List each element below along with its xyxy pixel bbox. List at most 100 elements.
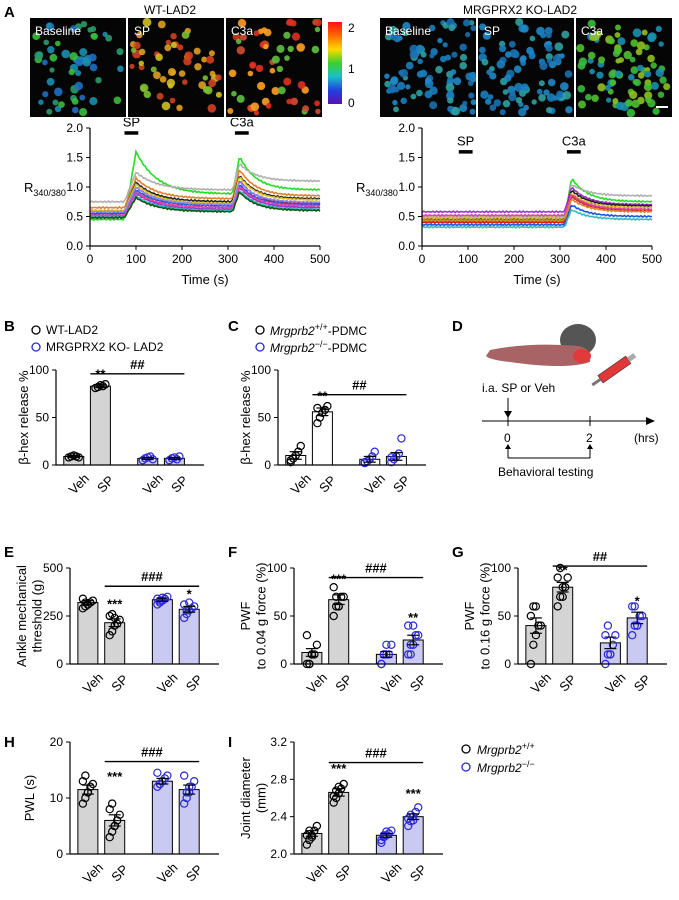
cell xyxy=(459,43,467,51)
x-tick-label: 200 xyxy=(172,252,192,266)
data-point xyxy=(555,563,565,573)
cell xyxy=(236,46,245,55)
data-point xyxy=(403,621,413,630)
data-point xyxy=(379,650,389,659)
data-point xyxy=(536,621,546,630)
testing-bracket xyxy=(507,446,591,459)
y-axis-label-line: to 0.16 g force (%) xyxy=(478,563,493,670)
stimulus-bar xyxy=(234,131,249,135)
category-label: Veh xyxy=(154,670,180,696)
category-label: Veh xyxy=(304,670,330,696)
frame-divider xyxy=(126,18,128,117)
cell xyxy=(538,94,546,102)
cell xyxy=(38,99,44,105)
y-tick-label: 0 xyxy=(56,847,63,861)
data-point xyxy=(408,812,418,821)
y-axis-label: PWFto 0.16 g force (%) xyxy=(462,563,493,670)
cell xyxy=(143,90,151,99)
significance-mark: *** xyxy=(406,786,422,801)
cell xyxy=(201,56,208,63)
cell xyxy=(416,44,424,53)
cell xyxy=(164,44,172,52)
data-point xyxy=(323,401,332,411)
x-axis-label: Time (s) xyxy=(181,272,228,287)
bar xyxy=(151,599,173,665)
cell xyxy=(249,63,256,69)
cell xyxy=(552,54,562,64)
cell xyxy=(468,92,475,99)
cell xyxy=(193,47,201,55)
cell xyxy=(276,65,284,73)
stimulus-label: C3a xyxy=(562,134,587,149)
cell xyxy=(628,74,635,81)
legend-label: Mrgprb2+/+ xyxy=(477,741,535,757)
timeline-unit: (hrs) xyxy=(634,431,659,445)
data-point xyxy=(382,831,391,840)
cell xyxy=(437,37,443,44)
cell xyxy=(402,22,411,31)
cell xyxy=(250,102,260,111)
cell xyxy=(564,70,573,78)
cell xyxy=(612,98,619,104)
y-tick-label: 50 xyxy=(258,411,272,425)
comparison-mark: ### xyxy=(365,746,387,761)
category-label: Veh xyxy=(362,471,388,497)
gene-name: Mrgprb2 xyxy=(270,323,315,338)
cell xyxy=(585,93,592,101)
data-point xyxy=(310,650,319,659)
cell xyxy=(263,28,272,37)
cell xyxy=(623,50,632,60)
cell xyxy=(518,108,527,117)
data-point xyxy=(98,381,108,391)
cell xyxy=(136,31,143,39)
category-label: Veh xyxy=(154,860,180,886)
data-point xyxy=(115,615,124,625)
significance-mark: *** xyxy=(107,769,123,784)
cell xyxy=(227,108,234,114)
cell xyxy=(562,91,572,100)
category-label: Veh xyxy=(602,670,628,696)
significance-mark: * xyxy=(187,587,193,602)
genotype-sup: −/− xyxy=(521,759,535,769)
colorbar-tick: 2 xyxy=(348,21,355,35)
y-tick-label: 50 xyxy=(274,609,288,623)
cell xyxy=(43,39,49,46)
category-label: SP xyxy=(108,672,131,695)
cell xyxy=(161,101,171,111)
y-axis-label-line: Ankle mechanical xyxy=(14,565,29,667)
legend-item-ko: Mrgprb2−/− xyxy=(460,758,535,776)
cell xyxy=(546,58,553,64)
cell xyxy=(631,99,640,109)
cell xyxy=(663,83,671,91)
data-point xyxy=(387,457,396,467)
y-tick-label: 500 xyxy=(43,561,63,575)
x-tick-label: 0 xyxy=(87,252,94,266)
data-point xyxy=(384,650,394,659)
cell xyxy=(463,19,471,27)
cell xyxy=(655,68,664,77)
y-axis-label-line: threshold (g) xyxy=(30,580,45,653)
cell xyxy=(314,18,322,27)
significance-mark: *** xyxy=(331,571,347,586)
cell xyxy=(70,25,78,33)
comparison-mark: ### xyxy=(141,569,163,584)
significance-mark: ** xyxy=(558,563,569,578)
data-point xyxy=(529,602,538,611)
frame-divider xyxy=(574,18,576,117)
legend-label: Mrgprb2+/+-PDMC xyxy=(270,322,367,338)
category-label: SP xyxy=(556,672,579,695)
data-point xyxy=(558,592,567,602)
cell xyxy=(167,68,176,76)
cell xyxy=(182,79,188,85)
cell xyxy=(42,91,49,98)
cell xyxy=(540,32,547,39)
cell xyxy=(178,70,186,77)
cell xyxy=(459,53,468,62)
data-point xyxy=(158,777,167,786)
cell xyxy=(633,79,641,87)
cell xyxy=(608,70,617,79)
y-tick-label: 2.0 xyxy=(270,847,287,861)
cell xyxy=(489,104,497,111)
